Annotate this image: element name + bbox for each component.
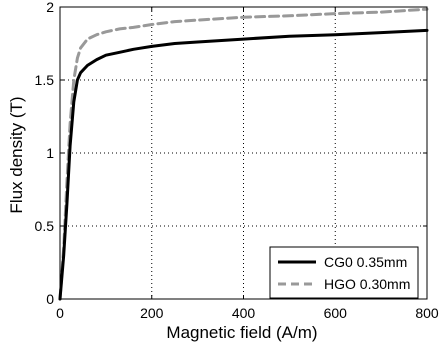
legend: CG0 0.35mm HGO 0.30mm bbox=[269, 246, 419, 299]
y-tick-label: 0 bbox=[46, 291, 54, 307]
x-tick-label: 0 bbox=[56, 305, 64, 321]
y-tick-label: 0.5 bbox=[35, 218, 55, 234]
series-line-hgo bbox=[58, 7, 429, 301]
series-line-cg0 bbox=[58, 28, 429, 301]
x-tick-label: 600 bbox=[324, 305, 348, 321]
y-axis-title: Flux density (T) bbox=[7, 96, 26, 213]
y-tick-label: 2 bbox=[46, 0, 54, 15]
y-tick-label: 1.5 bbox=[35, 72, 55, 88]
x-axis-title: Magnetic field (A/m) bbox=[166, 323, 317, 342]
y-tick-label: 1 bbox=[46, 145, 54, 161]
grid-lines bbox=[60, 7, 427, 299]
legend-box bbox=[269, 246, 419, 299]
legend-label-hgo: HGO 0.30mm bbox=[324, 276, 410, 292]
x-tick-label: 800 bbox=[415, 305, 439, 321]
x-tick-label: 400 bbox=[232, 305, 256, 321]
x-tick-label: 200 bbox=[140, 305, 164, 321]
axis-ticks: 0 0.5 1 1.5 2 0 200 400 600 800 bbox=[35, 0, 439, 321]
legend-label-cg0: CG0 0.35mm bbox=[324, 254, 407, 270]
series-layer bbox=[58, 7, 429, 301]
